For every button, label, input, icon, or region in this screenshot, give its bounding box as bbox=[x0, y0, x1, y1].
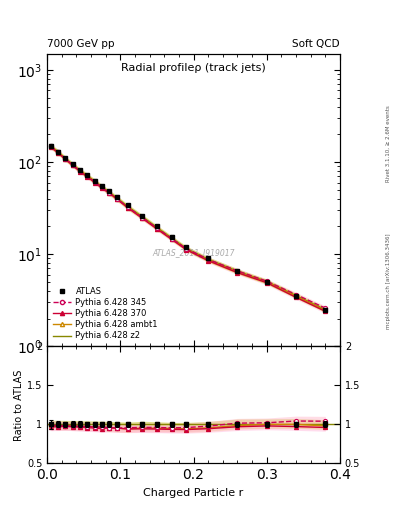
Legend: ATLAS, Pythia 6.428 345, Pythia 6.428 370, Pythia 6.428 ambt1, Pythia 6.428 z2: ATLAS, Pythia 6.428 345, Pythia 6.428 37… bbox=[51, 286, 160, 342]
Text: Radial profileρ (track jets): Radial profileρ (track jets) bbox=[121, 62, 266, 73]
Text: mcplots.cern.ch [arXiv:1306.3436]: mcplots.cern.ch [arXiv:1306.3436] bbox=[386, 234, 391, 329]
X-axis label: Charged Particle r: Charged Particle r bbox=[143, 488, 244, 498]
Text: ATLAS_2011_I919017: ATLAS_2011_I919017 bbox=[152, 248, 235, 257]
Y-axis label: Ratio to ATLAS: Ratio to ATLAS bbox=[14, 369, 24, 440]
Text: 7000 GeV pp: 7000 GeV pp bbox=[47, 38, 115, 49]
Text: Rivet 3.1.10, ≥ 2.6M events: Rivet 3.1.10, ≥ 2.6M events bbox=[386, 105, 391, 182]
Text: Soft QCD: Soft QCD bbox=[292, 38, 340, 49]
